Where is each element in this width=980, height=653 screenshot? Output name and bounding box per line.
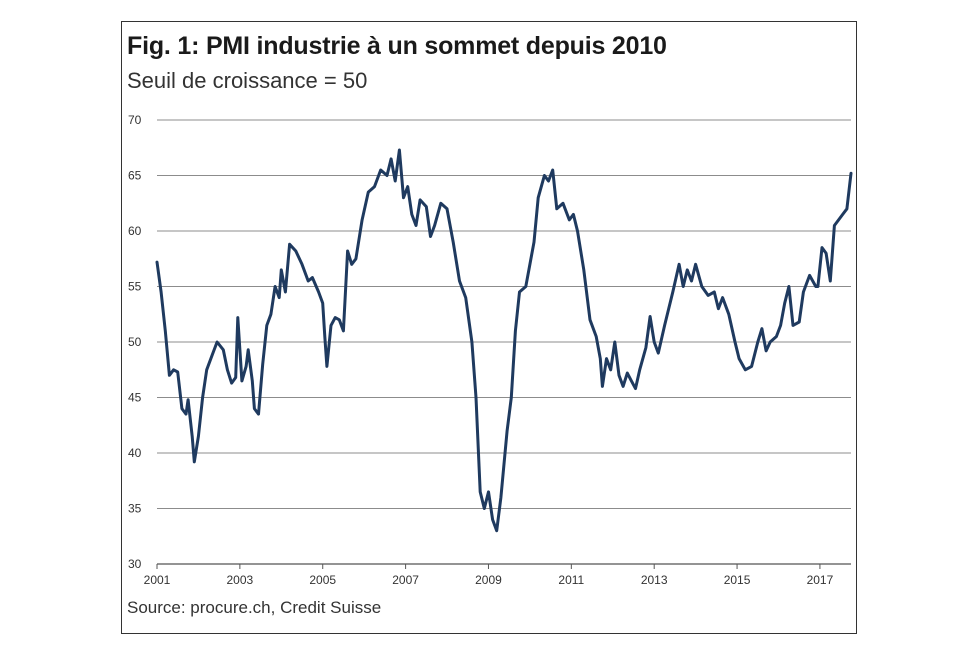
y-tick-label: 30 — [128, 557, 142, 571]
y-axis-ticks: 30 35 40 45 50 55 60 65 70 — [128, 113, 142, 571]
y-tick-label: 35 — [128, 502, 142, 516]
x-tick-label: 2003 — [227, 573, 254, 587]
x-tick-label: 2007 — [392, 573, 419, 587]
y-tick-label: 55 — [128, 280, 142, 294]
y-tick-label: 65 — [128, 169, 142, 183]
x-tick-label: 2015 — [724, 573, 751, 587]
y-tick-label: 70 — [128, 113, 142, 127]
y-tick-label: 50 — [128, 335, 142, 349]
y-tick-label: 40 — [128, 446, 142, 460]
x-tick-label: 2013 — [641, 573, 668, 587]
gridlines — [157, 119, 851, 565]
y-tick-label: 45 — [128, 391, 142, 405]
chart-title: Fig. 1: PMI industrie à un sommet depuis… — [127, 32, 667, 60]
x-tick-label: 2005 — [309, 573, 336, 587]
series-lines — [155, 148, 853, 533]
x-tick-label: 2009 — [475, 573, 502, 587]
source-note: Source: procure.ch, Credit Suisse — [127, 598, 382, 617]
x-axis-ticks: 2001 2003 2005 2007 2009 2011 2013 2015 2017 — [144, 564, 834, 587]
chart-subtitle: Seuil de croissance = 50 — [127, 68, 368, 93]
series-line-pmi — [155, 148, 853, 533]
chart-frame — [121, 21, 857, 634]
x-tick-label: 2017 — [807, 573, 834, 587]
y-tick-label: 60 — [128, 224, 142, 238]
x-tick-label: 2001 — [144, 573, 171, 587]
x-tick-label: 2011 — [558, 573, 584, 587]
